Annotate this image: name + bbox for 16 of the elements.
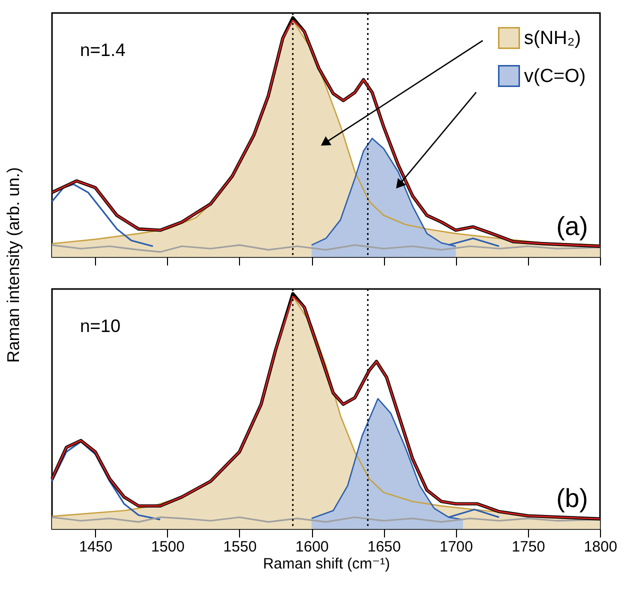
legend-label: v(C=O) <box>524 66 586 87</box>
x-tick-label: 1600 <box>295 538 329 556</box>
x-tick-label: 1800 <box>584 538 618 556</box>
annotation: (b) <box>556 483 588 513</box>
legend-label: s(NH₂) <box>524 28 581 49</box>
x-tick-label: 1500 <box>151 538 185 556</box>
annotation: n=10 <box>80 316 121 336</box>
x-tick-label: 1450 <box>79 538 112 556</box>
x-tick-label: 1550 <box>223 538 257 556</box>
y-axis-title: Raman intensity (arb. un.) <box>4 167 24 363</box>
x-tick-label: 1750 <box>512 538 546 556</box>
x-tick-label: 1650 <box>367 538 401 556</box>
x-axis-title: Raman shift (cm⁻¹) <box>262 556 390 572</box>
x-tick-label: 1700 <box>440 538 473 556</box>
annotation: (a) <box>556 211 588 241</box>
annotation: n=1.4 <box>80 40 126 60</box>
